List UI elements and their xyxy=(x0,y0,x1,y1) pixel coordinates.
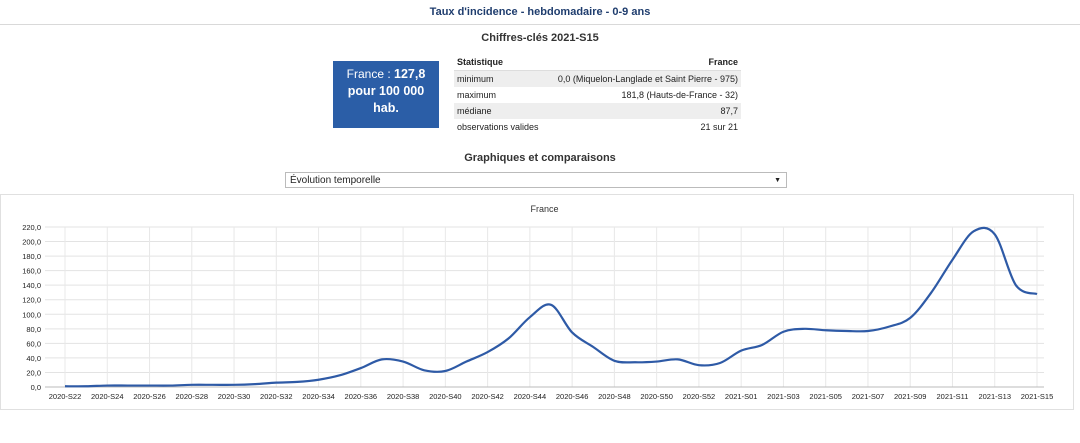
x-tick-label: 2020-S38 xyxy=(387,392,420,401)
x-tick-label: 2021-S13 xyxy=(978,392,1011,401)
x-tick-label: 2021-S15 xyxy=(1021,392,1054,401)
x-tick-label: 2021-S09 xyxy=(894,392,927,401)
key-figures-title: Chiffres-clés 2021-S15 xyxy=(481,32,599,44)
x-tick-label: 2020-S52 xyxy=(683,392,716,401)
x-tick-label: 2020-S42 xyxy=(471,392,504,401)
chart-title: France xyxy=(530,204,558,214)
box-line3: hab. xyxy=(373,101,399,115)
y-tick-label: 0,0 xyxy=(31,383,41,392)
x-tick-label: 2020-S44 xyxy=(514,392,547,401)
y-tick-label: 80,0 xyxy=(26,325,41,334)
x-tick-label: 2021-S11 xyxy=(936,392,968,401)
france-value-box: France : 127,8 pour 100 000 hab. xyxy=(333,61,439,128)
x-tick-label: 2021-S01 xyxy=(725,392,758,401)
stats-cell-value: 181,8 (Hauts-de-France - 32) xyxy=(621,90,738,100)
chevron-down-icon: ▼ xyxy=(774,177,781,184)
x-tick-label: 2020-S40 xyxy=(429,392,462,401)
x-tick-label: 2021-S07 xyxy=(852,392,885,401)
page-title: Taux d'incidence - hebdomadaire - 0-9 an… xyxy=(0,0,1080,25)
select-value: Évolution temporelle xyxy=(290,175,381,186)
box-line2: pour 100 000 xyxy=(347,84,425,98)
stats-cell-value: 0,0 (Miquelon-Langlade et Saint Pierre -… xyxy=(545,70,741,87)
x-tick-label: 2020-S32 xyxy=(260,392,293,401)
stats-header-row: Statistique France xyxy=(454,54,741,71)
y-tick-label: 180,0 xyxy=(22,252,41,261)
y-tick-label: 100,0 xyxy=(22,310,41,319)
y-tick-label: 60,0 xyxy=(26,339,41,348)
stats-header-france: France xyxy=(545,54,741,71)
x-tick-label: 2020-S46 xyxy=(556,392,589,401)
x-tick-label: 2020-S48 xyxy=(598,392,631,401)
y-tick-label: 120,0 xyxy=(22,296,41,305)
stats-cell-label: médiane xyxy=(454,103,546,119)
x-tick-label: 2021-S05 xyxy=(809,392,842,401)
stats-cell-label: maximum xyxy=(457,90,497,100)
y-tick-label: 200,0 xyxy=(22,238,41,247)
series-line-france xyxy=(64,226,1038,388)
x-tick-label: 2020-S36 xyxy=(345,392,378,401)
table-row: médiane 87,7 xyxy=(454,103,741,119)
box-prefix: France : xyxy=(346,67,395,81)
stats-header-statistique: Statistique xyxy=(454,54,546,71)
y-tick-label: 220,0 xyxy=(22,223,41,232)
x-tick-label: 2020-S50 xyxy=(640,392,673,401)
stats-cell-label: observations valides xyxy=(457,122,539,132)
y-tick-label: 160,0 xyxy=(22,267,41,276)
x-tick-label: 2020-S34 xyxy=(302,392,335,401)
stats-cell-label: minimum xyxy=(454,70,546,87)
x-tick-label: 2021-S03 xyxy=(767,392,800,401)
x-tick-label: 2020-S28 xyxy=(176,392,209,401)
stats-cell-value: 21 sur 21 xyxy=(700,122,738,132)
chart-panel xyxy=(0,194,1074,410)
comparisons-title: Graphiques et comparaisons xyxy=(464,152,616,164)
y-tick-label: 20,0 xyxy=(26,368,41,377)
y-tick-label: 140,0 xyxy=(22,281,41,290)
x-tick-label: 2020-S26 xyxy=(133,392,166,401)
stats-cell-value: 87,7 xyxy=(545,103,741,119)
x-tick-label: 2020-S30 xyxy=(218,392,251,401)
chart-type-select[interactable]: Évolution temporelle ▼ xyxy=(285,172,787,188)
x-tick-label: 2020-S22 xyxy=(49,392,82,401)
box-value: 127,8 xyxy=(394,67,426,81)
table-row: minimum 0,0 (Miquelon-Langlade et Saint … xyxy=(454,70,741,87)
y-tick-label: 40,0 xyxy=(26,354,41,363)
table-row: observations valides 21 sur 21 xyxy=(454,119,741,135)
x-tick-label: 2020-S24 xyxy=(91,392,124,401)
stats-table: Statistique France minimum 0,0 (Miquelon… xyxy=(454,54,741,135)
table-row: maximum 181,8 (Hauts-de-France - 32) xyxy=(454,87,741,103)
